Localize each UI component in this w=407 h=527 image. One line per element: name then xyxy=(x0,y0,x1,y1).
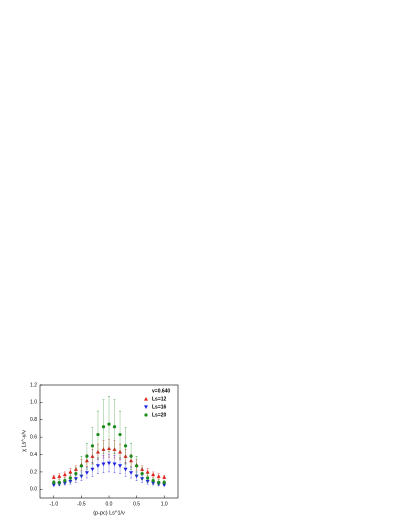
marker xyxy=(90,467,95,472)
marker xyxy=(52,480,56,484)
marker xyxy=(129,454,133,458)
marker xyxy=(123,467,128,472)
y-tick-label: 0.2 xyxy=(30,469,37,475)
x-tick-label: 0.5 xyxy=(133,501,140,507)
x-tick-label: 0.0 xyxy=(106,501,113,507)
marker xyxy=(101,425,106,429)
marker xyxy=(57,480,61,484)
marker xyxy=(51,475,56,479)
y-tick-label: 0.6 xyxy=(30,434,37,440)
marker xyxy=(135,464,139,468)
marker xyxy=(151,481,156,486)
marker xyxy=(157,480,161,484)
x-tick-label: -1.0 xyxy=(49,501,58,507)
legend-marker xyxy=(144,413,148,417)
legend-marker xyxy=(144,397,148,401)
legend-label: Ls=12 xyxy=(152,396,167,402)
marker xyxy=(63,479,67,483)
marker xyxy=(107,461,111,466)
annotation: v=0.640 xyxy=(152,388,170,394)
marker xyxy=(107,422,111,426)
marker xyxy=(162,475,167,479)
marker xyxy=(95,464,100,468)
marker xyxy=(74,472,78,476)
marker xyxy=(129,471,134,475)
marker xyxy=(156,474,161,478)
marker xyxy=(96,432,100,437)
marker xyxy=(85,454,89,458)
marker xyxy=(62,481,67,486)
marker xyxy=(118,464,123,468)
y-axis-label: χ Ls^-γ/ν xyxy=(21,430,27,452)
y-tick-label: 0.8 xyxy=(30,417,37,423)
y-tick-label: 0.0 xyxy=(30,487,37,493)
x-axis-label: (p-pc) Ls^1/ν xyxy=(93,510,125,516)
marker xyxy=(62,472,67,477)
y-tick-label: 1.2 xyxy=(30,382,37,388)
marker xyxy=(146,476,150,480)
marker xyxy=(90,444,95,448)
marker xyxy=(140,472,144,476)
x-tick-label: -0.5 xyxy=(77,501,86,507)
marker xyxy=(151,479,155,483)
marker xyxy=(57,474,62,478)
marker xyxy=(118,432,122,437)
marker xyxy=(79,464,83,468)
legend-marker xyxy=(144,405,148,409)
x-tick-label: 1.0 xyxy=(161,501,168,507)
legend-label: Ls=20 xyxy=(152,412,167,418)
marker xyxy=(112,425,117,429)
marker xyxy=(162,480,166,484)
marker xyxy=(68,469,73,474)
y-tick-label: 0.4 xyxy=(30,452,37,458)
marker xyxy=(123,444,128,448)
marker xyxy=(112,462,117,467)
y-tick-label: 1.0 xyxy=(30,400,37,406)
legend-label: Ls=16 xyxy=(152,404,167,410)
marker xyxy=(145,469,150,474)
marker xyxy=(101,462,106,467)
marker xyxy=(84,471,89,475)
marker xyxy=(68,476,72,480)
marker xyxy=(151,472,156,477)
